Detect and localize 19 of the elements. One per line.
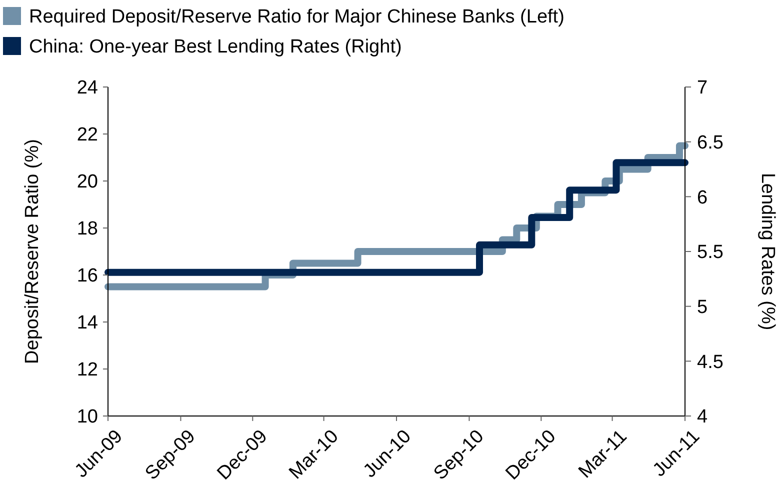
- y-axis-title: Deposit/Reserve Ratio (%): [22, 139, 43, 364]
- y-tick-label: 24: [76, 78, 98, 99]
- y2-tick-label: 6.5: [697, 132, 724, 154]
- legend-label: Required Deposit/Reserve Ratio for Major Chinese Banks (Left): [29, 6, 564, 28]
- y-tick-label: 22: [76, 124, 98, 146]
- y-tick-label: 12: [76, 360, 98, 381]
- y2-tick-label: 5.5: [697, 242, 724, 264]
- legend-label: China: One-year Best Lending Rates (Right): [29, 36, 402, 58]
- y2-tick-label: 7: [697, 78, 708, 99]
- y-tick-label: 14: [76, 312, 98, 334]
- y-tick-label: 16: [76, 266, 98, 287]
- y2-tick-label: 4: [697, 406, 708, 428]
- y2-tick-label: 5: [697, 296, 708, 318]
- y2-axis-title: Lending Rates (%): [757, 172, 778, 330]
- y2-tick-label: 4.5: [697, 352, 724, 373]
- y2-tick-label: 6: [697, 187, 708, 208]
- y-tick-label: 18: [76, 218, 98, 240]
- y-tick-label: 20: [76, 172, 98, 193]
- y-tick-label: 10: [76, 406, 98, 428]
